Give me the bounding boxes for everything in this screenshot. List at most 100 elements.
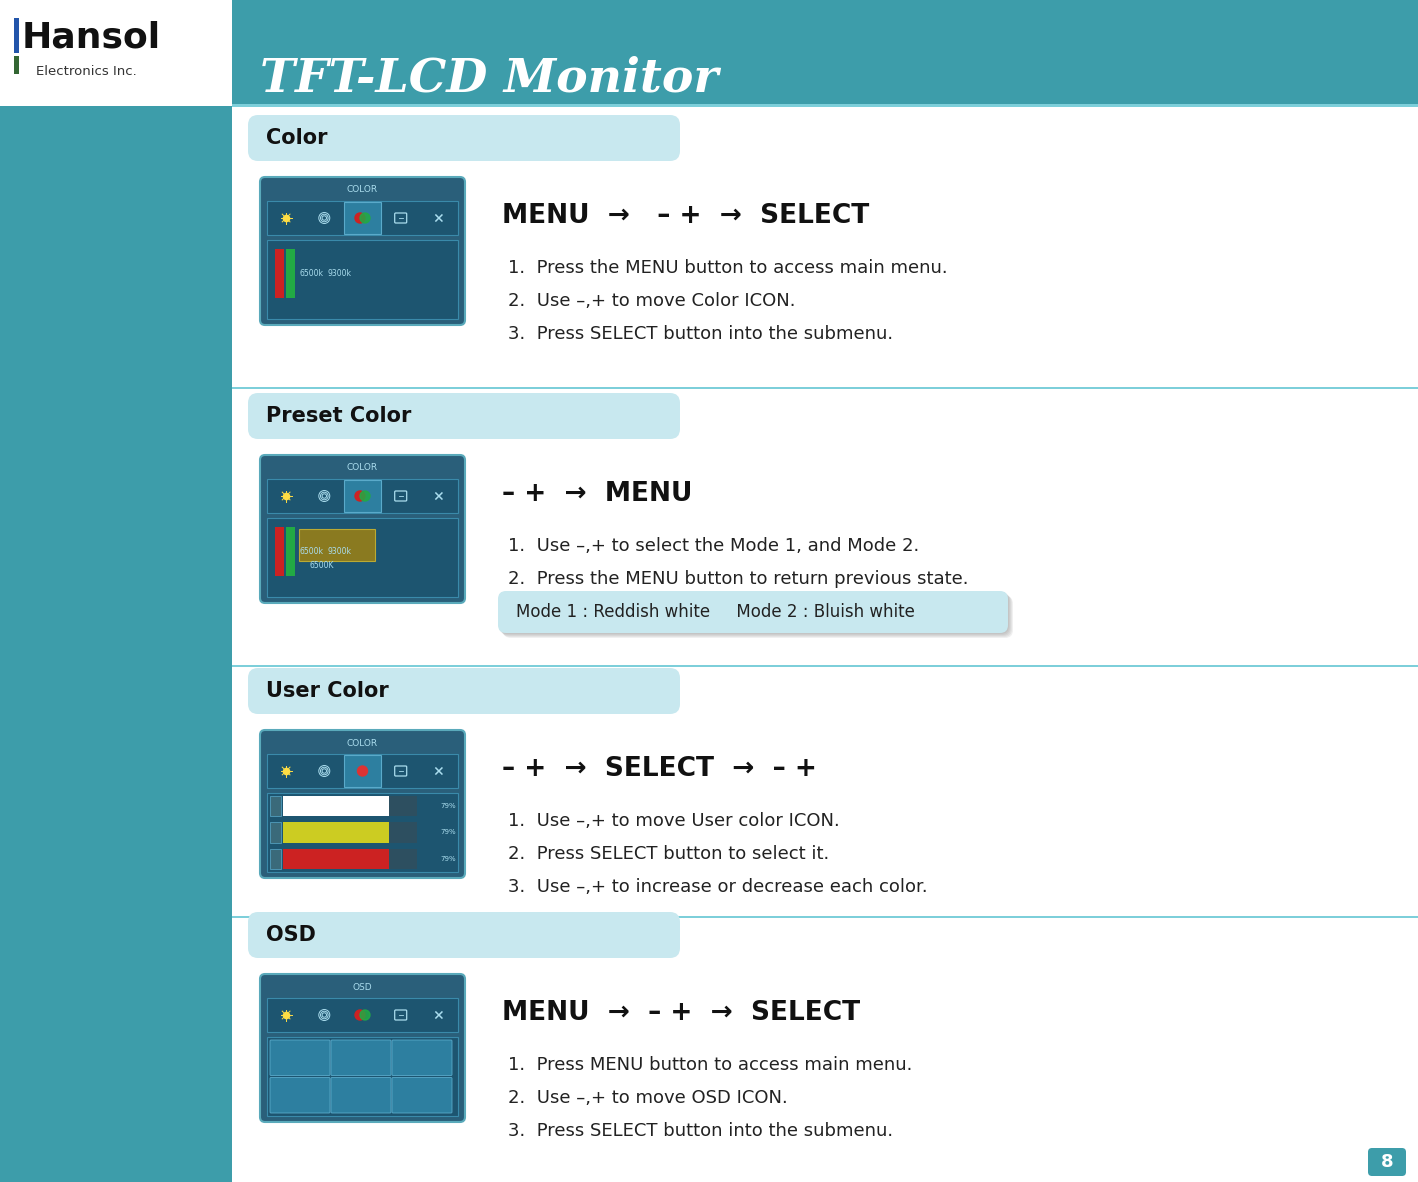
Text: 1.  Press MENU button to access main menu.: 1. Press MENU button to access main menu… — [508, 1056, 912, 1074]
FancyBboxPatch shape — [252, 673, 683, 717]
Bar — [267, 793, 458, 872]
Text: Electronics Inc.: Electronics Inc. — [35, 65, 136, 78]
Bar — [345, 755, 380, 787]
Bar — [267, 518, 458, 597]
FancyBboxPatch shape — [259, 177, 465, 325]
Circle shape — [360, 491, 370, 501]
FancyBboxPatch shape — [252, 121, 685, 165]
Bar — [267, 201, 458, 235]
Text: 2.  Use –,+ to move Color ICON.: 2. Use –,+ to move Color ICON. — [508, 292, 795, 310]
Bar — [267, 240, 458, 319]
Text: COLOR: COLOR — [347, 739, 379, 747]
Bar — [14, 56, 18, 74]
FancyBboxPatch shape — [498, 591, 1008, 634]
Bar — [284, 795, 417, 817]
FancyBboxPatch shape — [269, 1078, 330, 1113]
Bar — [0, 0, 1418, 106]
Text: Mode 1 : Reddish white     Mode 2 : Bluish white: Mode 1 : Reddish white Mode 2 : Bluish w… — [516, 603, 915, 621]
Bar — [284, 795, 389, 817]
FancyBboxPatch shape — [250, 117, 682, 163]
FancyBboxPatch shape — [251, 915, 683, 961]
Bar — [269, 795, 281, 817]
Text: 8: 8 — [1381, 1152, 1394, 1171]
Circle shape — [360, 213, 370, 223]
Text: 3.  Use –,+ to increase or decrease each color.: 3. Use –,+ to increase or decrease each … — [508, 878, 927, 896]
FancyBboxPatch shape — [251, 396, 683, 442]
FancyBboxPatch shape — [250, 669, 681, 715]
Bar — [233, 665, 1418, 667]
Bar — [267, 1037, 458, 1116]
Text: MENU  →   – +  →  SELECT: MENU → – + → SELECT — [502, 203, 869, 229]
FancyBboxPatch shape — [330, 1078, 391, 1113]
FancyBboxPatch shape — [1368, 1148, 1407, 1176]
FancyBboxPatch shape — [248, 668, 681, 714]
Circle shape — [354, 1009, 364, 1020]
FancyBboxPatch shape — [259, 455, 465, 603]
FancyBboxPatch shape — [251, 671, 683, 717]
Bar — [14, 18, 18, 53]
FancyBboxPatch shape — [252, 398, 685, 444]
Bar — [267, 754, 458, 788]
FancyBboxPatch shape — [503, 596, 1012, 638]
Bar — [269, 823, 281, 843]
FancyBboxPatch shape — [269, 1040, 330, 1076]
FancyBboxPatch shape — [330, 1040, 391, 1076]
Text: 79%: 79% — [441, 830, 457, 836]
Text: 3.  Press SELECT button into the submenu.: 3. Press SELECT button into the submenu. — [508, 1122, 893, 1139]
Text: 1.  Use –,+ to select the Mode 1, and Mode 2.: 1. Use –,+ to select the Mode 1, and Mod… — [508, 537, 919, 556]
Text: MENU  →  – +  →  SELECT: MENU → – + → SELECT — [502, 1000, 861, 1026]
Bar — [0, 0, 233, 1182]
Bar — [299, 530, 376, 561]
Text: 6500K: 6500K — [309, 560, 333, 570]
Text: 1.  Press the MENU button to access main menu.: 1. Press the MENU button to access main … — [508, 259, 947, 277]
FancyBboxPatch shape — [391, 1078, 452, 1113]
FancyBboxPatch shape — [501, 595, 1011, 636]
FancyBboxPatch shape — [502, 595, 1012, 637]
Bar — [284, 849, 417, 869]
Text: User Color: User Color — [267, 681, 389, 701]
Circle shape — [354, 491, 364, 501]
FancyBboxPatch shape — [250, 914, 682, 960]
FancyBboxPatch shape — [248, 115, 681, 161]
Text: 2.  Press SELECT button to select it.: 2. Press SELECT button to select it. — [508, 845, 830, 863]
Text: 6500k: 6500k — [299, 268, 323, 278]
Text: Color: Color — [267, 128, 328, 148]
Text: – +  →  SELECT  →  – +: – + → SELECT → – + — [502, 756, 817, 782]
FancyBboxPatch shape — [248, 392, 681, 439]
Text: 1.  Use –,+ to move User color ICON.: 1. Use –,+ to move User color ICON. — [508, 812, 839, 830]
FancyBboxPatch shape — [259, 730, 465, 878]
Bar — [345, 202, 380, 234]
Bar — [233, 387, 1418, 389]
FancyBboxPatch shape — [391, 1040, 452, 1076]
Text: OSD: OSD — [353, 982, 373, 992]
FancyBboxPatch shape — [250, 670, 682, 716]
FancyBboxPatch shape — [259, 974, 465, 1122]
Bar — [233, 104, 1418, 108]
FancyBboxPatch shape — [250, 394, 681, 440]
Bar — [275, 527, 284, 577]
FancyBboxPatch shape — [252, 673, 685, 719]
Circle shape — [354, 213, 364, 223]
FancyBboxPatch shape — [499, 592, 1010, 634]
FancyBboxPatch shape — [252, 119, 683, 165]
Bar — [284, 823, 417, 843]
FancyBboxPatch shape — [248, 913, 681, 957]
Circle shape — [357, 766, 367, 777]
Text: 9300k: 9300k — [328, 268, 352, 278]
Text: 9300k: 9300k — [328, 547, 352, 556]
Bar — [275, 249, 284, 299]
Circle shape — [360, 1009, 370, 1020]
Bar — [284, 849, 389, 869]
FancyBboxPatch shape — [251, 118, 683, 164]
Bar — [284, 823, 389, 843]
Bar — [233, 916, 1418, 918]
Text: Preset Color: Preset Color — [267, 405, 411, 426]
Bar — [286, 527, 295, 577]
FancyBboxPatch shape — [250, 116, 681, 162]
FancyBboxPatch shape — [252, 916, 683, 962]
FancyBboxPatch shape — [252, 917, 685, 963]
Text: TFT-LCD Monitor: TFT-LCD Monitor — [259, 56, 719, 100]
Text: 2.  Use –,+ to move OSD ICON.: 2. Use –,+ to move OSD ICON. — [508, 1089, 788, 1108]
FancyBboxPatch shape — [501, 593, 1010, 635]
Text: – +  →  MENU: – + → MENU — [502, 481, 692, 507]
